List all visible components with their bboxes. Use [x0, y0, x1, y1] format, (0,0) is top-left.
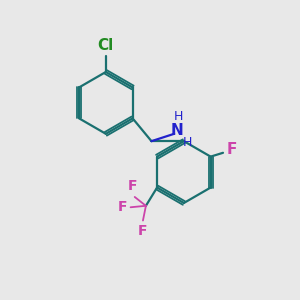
Text: H: H [183, 136, 192, 149]
Text: F: F [138, 224, 148, 238]
Text: F: F [118, 200, 127, 214]
Text: F: F [128, 179, 137, 194]
Text: F: F [227, 142, 237, 158]
Text: Cl: Cl [98, 38, 114, 53]
Text: N: N [170, 123, 183, 138]
Text: H: H [173, 110, 183, 123]
